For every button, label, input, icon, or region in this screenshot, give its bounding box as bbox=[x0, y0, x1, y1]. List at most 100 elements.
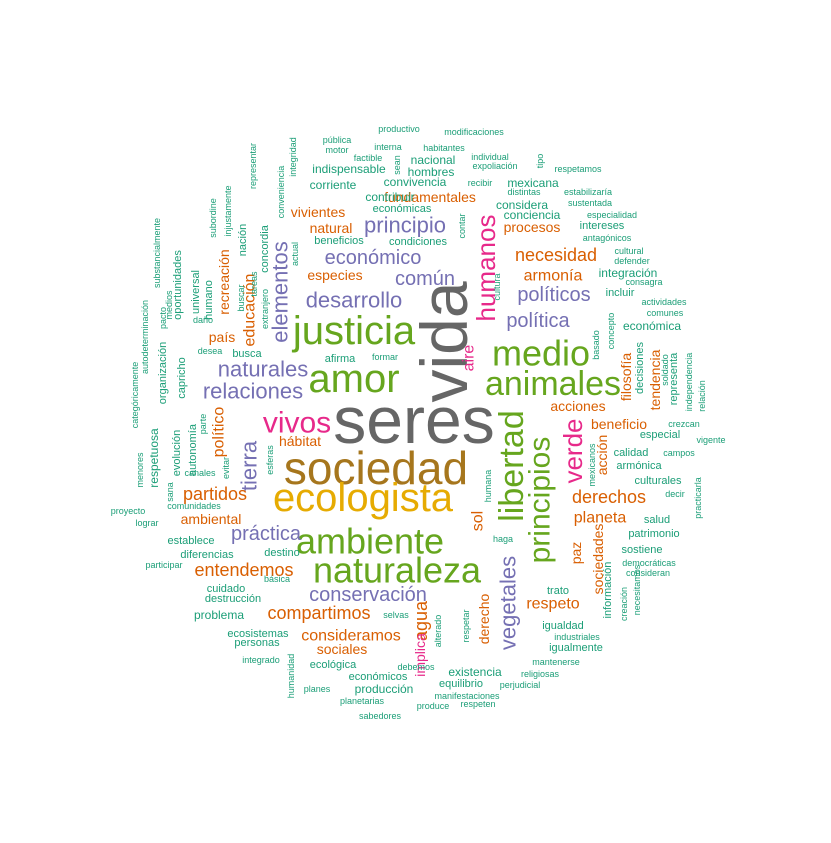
word-naturaleza: naturaleza bbox=[313, 550, 482, 591]
word-cultural: cultural bbox=[614, 246, 643, 256]
word-injustamente: injustamente bbox=[223, 185, 233, 236]
word-pacto: pacto bbox=[158, 307, 168, 329]
word-practicarla: practicarla bbox=[693, 477, 703, 519]
word-problema: problema bbox=[194, 608, 244, 622]
word-paz: paz bbox=[568, 542, 584, 565]
word-destruccion: destrucción bbox=[205, 593, 261, 605]
word-nacion: nación bbox=[237, 224, 249, 256]
word-considera: considera bbox=[496, 198, 548, 212]
word-especial: especial bbox=[640, 429, 680, 441]
word-factible: factible bbox=[354, 153, 383, 163]
word-universal: universal bbox=[190, 270, 202, 314]
word-economico: económico bbox=[325, 247, 422, 269]
word-interna: interna bbox=[374, 142, 402, 152]
word-manifestaciones: manifestaciones bbox=[434, 691, 500, 701]
word-evitar: evitar bbox=[221, 457, 231, 479]
word-mexicana: mexicana bbox=[507, 176, 559, 190]
word-indispensable: indispensable bbox=[312, 162, 386, 176]
word-respetar: respetar bbox=[461, 609, 471, 642]
word-medios: medios bbox=[164, 290, 174, 320]
word-recreacion: recreación bbox=[216, 249, 232, 314]
word-politicos: políticos bbox=[517, 284, 590, 306]
word-estabilizaria: estabilizaría bbox=[564, 187, 612, 197]
word-sociales: sociales bbox=[317, 641, 368, 657]
word-decisiones: decisiones bbox=[634, 342, 646, 394]
word-economica: económica bbox=[623, 319, 681, 333]
word-formar: formar bbox=[372, 352, 398, 362]
word-ecosistemas: ecosistemas bbox=[227, 628, 289, 640]
word-tierra: tierra bbox=[237, 440, 262, 491]
word-necesitamos: necesitamos bbox=[632, 564, 642, 615]
word-seres: seres bbox=[333, 383, 494, 457]
word-esferas: esferas bbox=[265, 445, 275, 475]
word-ambiente: ambiente bbox=[296, 521, 444, 562]
word-canales: canales bbox=[184, 468, 216, 478]
word-publica: pública bbox=[323, 135, 352, 145]
word-produce: produce bbox=[417, 701, 450, 711]
word-mexicanos: mexicanos bbox=[587, 443, 597, 487]
word-ecologica: ecológica bbox=[310, 659, 357, 671]
word-antagonicos: antagónicos bbox=[583, 233, 632, 243]
word-sol: sol bbox=[470, 511, 487, 531]
word-soldado: soldado bbox=[660, 354, 670, 386]
word-derechos: derechos bbox=[572, 487, 646, 507]
word-trato: trato bbox=[547, 585, 569, 597]
word-sabedores: sabedores bbox=[359, 711, 402, 721]
word-menores: menores bbox=[135, 452, 145, 488]
word-intereses: intereses bbox=[580, 220, 625, 232]
word-fundamentales: fundamentales bbox=[384, 189, 476, 205]
word-debemos: debemos bbox=[397, 662, 435, 672]
word-hombres: hombres bbox=[408, 165, 455, 179]
word-mantenerse: mantenerse bbox=[532, 657, 580, 667]
word-selvas: selvas bbox=[383, 610, 409, 620]
word-armonia: armonía bbox=[524, 268, 583, 285]
word-humanos: humanos bbox=[471, 215, 501, 322]
word-animales: animales bbox=[485, 365, 621, 403]
word-practica: práctica bbox=[231, 523, 302, 545]
word-basica: básica bbox=[264, 574, 290, 584]
word-parte: parte bbox=[198, 414, 208, 435]
word-sociedades: sociedades bbox=[590, 524, 606, 595]
word-economicos: económicos bbox=[349, 671, 408, 683]
word-crezcan: crezcan bbox=[668, 419, 700, 429]
word-vivos: vivos bbox=[263, 407, 331, 440]
word-partidos: partidos bbox=[183, 484, 247, 504]
word-busca: busca bbox=[232, 348, 262, 360]
word-necesidad: necesidad bbox=[515, 245, 597, 265]
word-actual: actual bbox=[290, 242, 300, 266]
word-humano: humano bbox=[203, 280, 215, 320]
word-acciones: acciones bbox=[550, 398, 605, 414]
word-integridad: integridad bbox=[288, 137, 298, 177]
word-categoricamente: categóricamente bbox=[130, 362, 140, 429]
word-implica: implica bbox=[412, 633, 428, 677]
word-expoliacion: expoliación bbox=[472, 161, 517, 171]
word-nacional: nacional bbox=[411, 153, 456, 167]
word-produccion: producción bbox=[355, 682, 414, 696]
word-planeta: planeta bbox=[574, 510, 627, 527]
word-libertad: libertad bbox=[493, 410, 531, 522]
word-filosofia: filosofía bbox=[618, 353, 634, 401]
word-contar: contar bbox=[457, 213, 467, 238]
word-entendemos: entendemos bbox=[194, 560, 293, 580]
word-igualdad: igualdad bbox=[542, 620, 584, 632]
word-concordia: concordia bbox=[259, 224, 271, 273]
word-medio: medio bbox=[492, 333, 590, 374]
word-autodeterminacion: autodeterminación bbox=[140, 300, 150, 374]
word-igualmente: igualmente bbox=[549, 642, 603, 654]
word-cultura: cultura bbox=[492, 273, 502, 300]
word-especies: especies bbox=[307, 267, 362, 283]
word-procesos: procesos bbox=[504, 219, 561, 235]
word-comunidades: comunidades bbox=[167, 501, 221, 511]
word-haga: haga bbox=[493, 534, 513, 544]
word-organizacion: organización bbox=[157, 342, 169, 404]
word-aire: aire bbox=[461, 345, 478, 372]
word-beneficios: beneficios bbox=[314, 235, 364, 247]
word-religiosas: religiosas bbox=[521, 669, 560, 679]
word-tareas: tareas bbox=[249, 271, 259, 297]
word-autonomia: autonomía bbox=[187, 423, 199, 476]
word-comun: común bbox=[395, 268, 455, 290]
word-armonica: armónica bbox=[616, 460, 662, 472]
word-contribuir: contribuir bbox=[365, 190, 414, 204]
word-democraticas: democráticas bbox=[622, 558, 676, 568]
word-integrado: integrado bbox=[242, 655, 280, 665]
